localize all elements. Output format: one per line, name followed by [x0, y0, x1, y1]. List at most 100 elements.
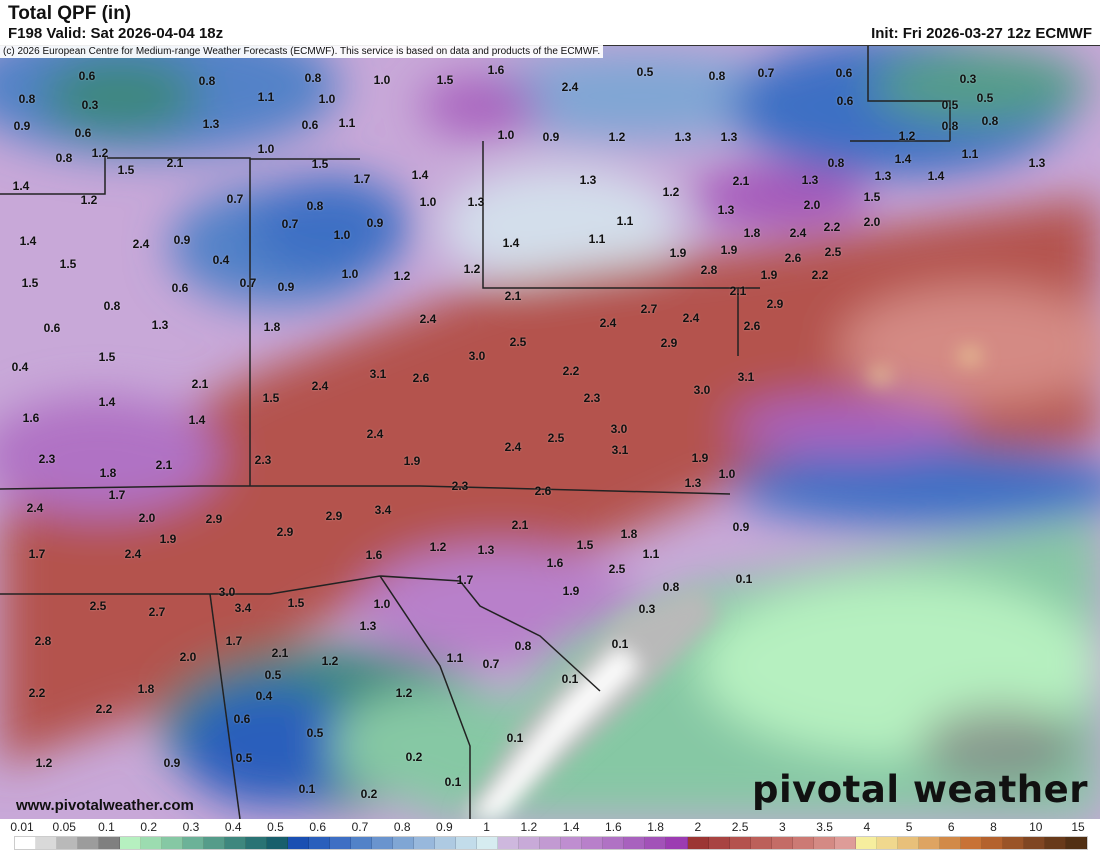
qpf-value-label: 0.6	[74, 126, 92, 140]
legend-label: 2.5	[731, 820, 749, 834]
legend-label: 3	[778, 820, 786, 834]
qpf-value-label: 1.3	[202, 117, 220, 131]
qpf-value-label: 2.6	[412, 371, 430, 385]
qpf-value-label: 1.1	[961, 147, 979, 161]
qpf-value-label: 2.4	[311, 379, 329, 393]
legend-label: 1.6	[605, 820, 622, 834]
qpf-value-label: 1.9	[403, 454, 421, 468]
qpf-value-label: 1.3	[717, 203, 735, 217]
legend-swatch	[1023, 837, 1045, 849]
qpf-value-label: 2.4	[124, 547, 142, 561]
qpf-value-label: 0.4	[255, 689, 273, 703]
qpf-value-label: 2.6	[784, 251, 802, 265]
qpf-value-label: 0.8	[708, 69, 726, 83]
qpf-value-label: 1.8	[743, 226, 761, 240]
legend-swatch	[225, 837, 247, 849]
site-url[interactable]: www.pivotalweather.com	[16, 797, 194, 814]
qpf-value-label: 0.6	[43, 321, 61, 335]
qpf-value-label: 0.7	[281, 217, 299, 231]
qpf-value-label: 1.4	[98, 395, 116, 409]
qpf-value-label: 2.9	[276, 525, 294, 539]
qpf-value-label: 2.1	[155, 458, 173, 472]
qpf-value-label: 1.2	[608, 130, 626, 144]
qpf-value-label: 0.1	[735, 572, 753, 586]
legend-label: 5	[905, 820, 913, 834]
qpf-value-label: 1.5	[576, 538, 594, 552]
qpf-value-label: 0.7	[482, 657, 500, 671]
legend-label: 0.6	[309, 820, 327, 834]
qpf-map[interactable]: 0.6 0.8 0.8 1.0 1.5 1.6 2.4 0.5 0.8 0.7 0.6 0.3 0.8 0…	[0, 45, 1100, 819]
qpf-value-label: 1.3	[579, 173, 597, 187]
legend-swatch	[498, 837, 520, 849]
qpf-value-label: 0.9	[173, 233, 191, 247]
legend-swatch	[519, 837, 541, 849]
init-time: Init: Fri 2026-03-27 12z ECMWF	[871, 25, 1092, 42]
qpf-value-label: 3.1	[737, 370, 755, 384]
legend-swatch	[603, 837, 625, 849]
legend-swatch	[813, 837, 835, 849]
qpf-value-label: 1.2	[429, 540, 447, 554]
qpf-value-label: 1.7	[108, 488, 126, 502]
qpf-value-label: 1.1	[257, 90, 275, 104]
qpf-value-label: 1.3	[720, 130, 738, 144]
qpf-value-label: 2.2	[823, 220, 841, 234]
qpf-value-label: 1.9	[669, 246, 687, 260]
legend-swatch	[162, 837, 184, 849]
qpf-value-label: 3.1	[611, 443, 629, 457]
qpf-value-label: 1.6	[487, 63, 505, 77]
qpf-value-label: 2.2	[28, 686, 46, 700]
qpf-value-label: 1.2	[395, 686, 413, 700]
qpf-value-label: 3.0	[218, 585, 236, 599]
qpf-value-label: 2.1	[729, 284, 747, 298]
qpf-value-label: 0.9	[542, 130, 560, 144]
qpf-value-label: 1.1	[616, 214, 634, 228]
qpf-value-label: 2.9	[325, 509, 343, 523]
legend-label: 0.3	[182, 820, 200, 834]
qpf-value-label: 0.9	[277, 280, 295, 294]
qpf-value-label: 1.3	[359, 619, 377, 633]
legend-swatch	[876, 837, 898, 849]
legend-swatch	[78, 837, 100, 849]
qpf-value-label: 0.8	[981, 114, 999, 128]
copyright-notice: (c) 2026 European Centre for Medium-rang…	[0, 45, 604, 58]
qpf-value-label: 1.5	[98, 350, 116, 364]
qpf-value-label: 1.2	[898, 129, 916, 143]
qpf-value-label: 1.2	[662, 185, 680, 199]
qpf-value-label: 1.4	[502, 236, 520, 250]
qpf-value-label: 2.4	[561, 80, 579, 94]
legend-label: 15	[1071, 820, 1085, 834]
qpf-value-label: 1.0	[718, 467, 736, 481]
qpf-value-label: 2.9	[660, 336, 678, 350]
qpf-value-label: 1.5	[262, 391, 280, 405]
legend-labels: 0.01 0.05 0.1 0.2 0.3 0.4 0.5 0.6 0.7 0.8 0.9 1 1.2 1…	[10, 819, 1086, 835]
qpf-value-label: 1.3	[674, 130, 692, 144]
qpf-value-label: 2.6	[534, 484, 552, 498]
legend-swatch	[57, 837, 79, 849]
qpf-value-label: 0.1	[506, 731, 524, 745]
qpf-value-label: 0.2	[405, 750, 423, 764]
qpf-value-label: 1.2	[35, 756, 53, 770]
qpf-value-label: 0.5	[306, 726, 324, 740]
color-legend	[14, 836, 1088, 850]
qpf-value-label: 2.7	[640, 302, 658, 316]
qpf-value-label: 0.8	[306, 199, 324, 213]
qpf-value-label: 0.4	[212, 253, 230, 267]
legend-label: 1.8	[647, 820, 664, 834]
qpf-value-label: 1.1	[446, 651, 464, 665]
legend-swatch	[624, 837, 646, 849]
qpf-value-label: 1.7	[225, 634, 243, 648]
qpf-value-label: 1.5	[311, 157, 329, 171]
qpf-value-label: 1.9	[562, 584, 580, 598]
qpf-value-label: 2.1	[271, 646, 289, 660]
qpf-value-label: 0.9	[732, 520, 750, 534]
qpf-value-label: 2.5	[509, 335, 527, 349]
qpf-value-label: 2.4	[504, 440, 522, 454]
qpf-value-label: 2.6	[743, 319, 761, 333]
legend-label: 10	[1029, 820, 1043, 834]
legend-label: 0.8	[393, 820, 411, 834]
legend-swatch	[708, 837, 730, 849]
qpf-value-label: 1.3	[801, 173, 819, 187]
qpf-value-label: 1.2	[463, 262, 481, 276]
qpf-value-label: 0.8	[198, 74, 216, 88]
qpf-value-label: 2.9	[205, 512, 223, 526]
